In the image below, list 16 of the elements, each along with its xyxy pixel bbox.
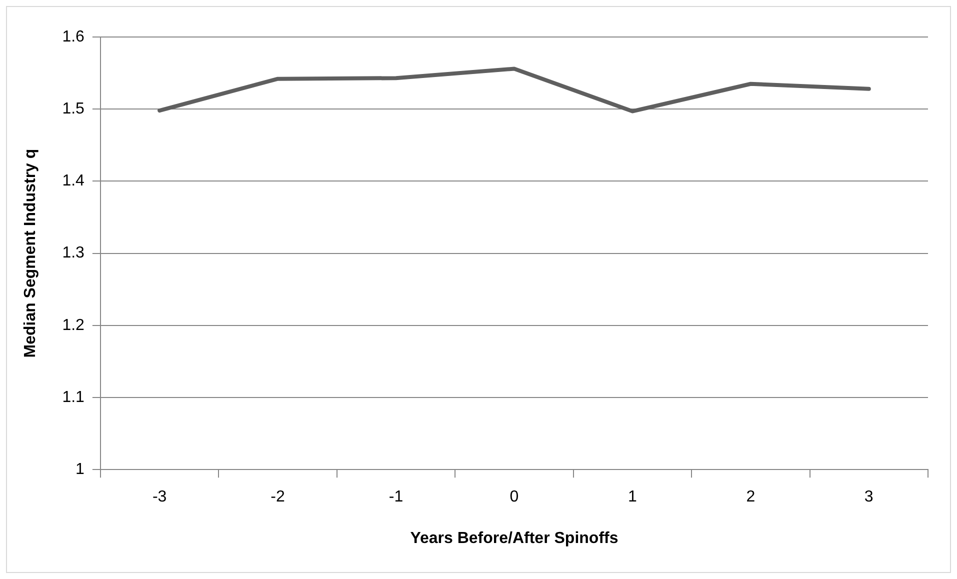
x-tick-label: -3: [152, 488, 167, 506]
y-tick-label: 1.5: [62, 100, 85, 118]
y-tick-label: 1.3: [62, 244, 85, 262]
y-tick-label: 1.1: [62, 388, 85, 406]
x-tick-label: 2: [746, 488, 756, 506]
x-axis-title: Years Before/After Spinoffs: [410, 530, 618, 547]
x-tick-label: -2: [270, 488, 285, 506]
x-tick-label: -1: [388, 488, 404, 506]
x-tick-label: 3: [864, 488, 874, 506]
y-tick-label: 1.2: [62, 316, 85, 334]
y-tick-label: 1: [76, 461, 85, 478]
x-tick-label: 1: [628, 488, 637, 506]
x-tick-label: 0: [510, 488, 519, 506]
y-tick-label: 1.6: [62, 28, 85, 46]
y-tick-label: 1.4: [62, 172, 85, 190]
y-axis-title: Median Segment Industry q: [22, 148, 40, 358]
